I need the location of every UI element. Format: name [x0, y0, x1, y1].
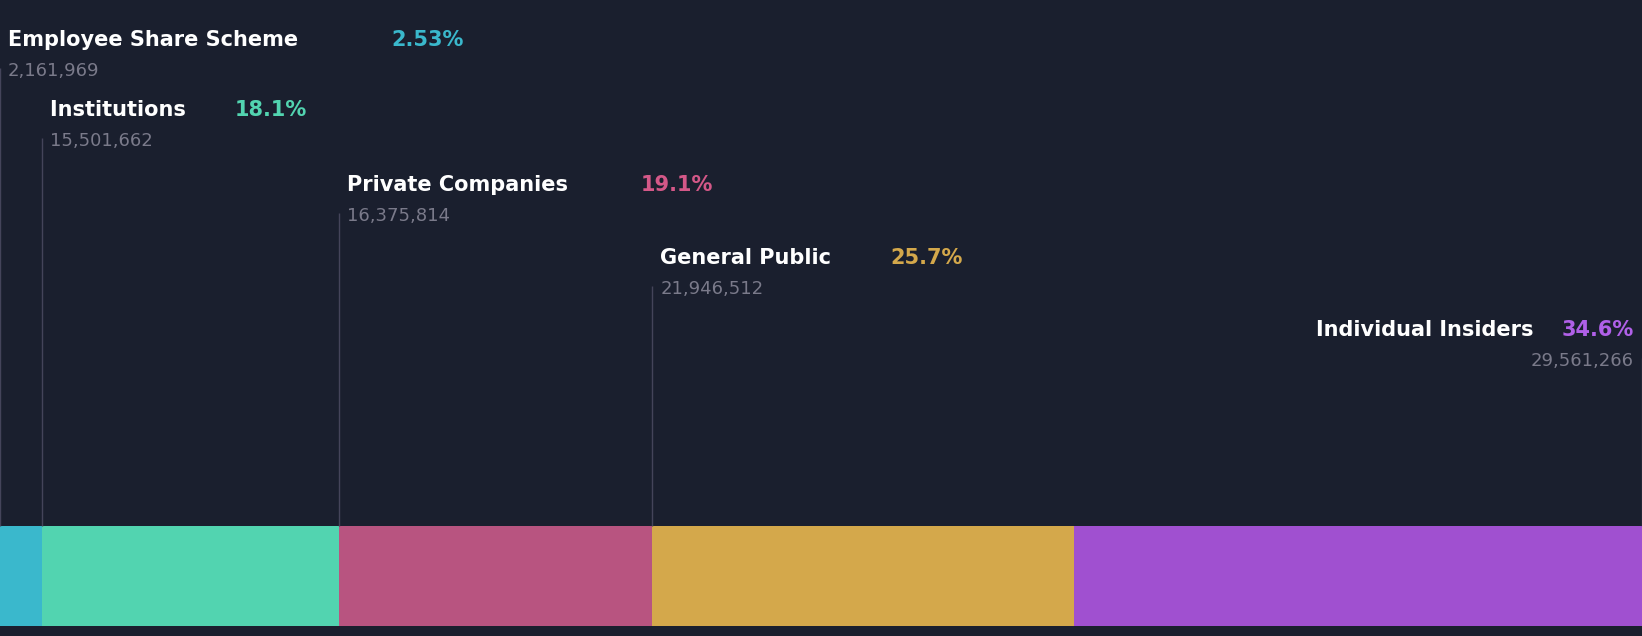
Text: General Public: General Public — [660, 248, 839, 268]
Text: Private Companies: Private Companies — [346, 175, 575, 195]
Text: 15,501,662: 15,501,662 — [49, 132, 153, 150]
Bar — [41, 526, 338, 626]
Bar — [1074, 526, 1642, 626]
Text: 34.6%: 34.6% — [1562, 320, 1634, 340]
Text: 25.7%: 25.7% — [890, 248, 962, 268]
Text: 16,375,814: 16,375,814 — [346, 207, 450, 225]
Text: 21,946,512: 21,946,512 — [660, 280, 764, 298]
Bar — [0, 526, 41, 626]
Bar — [338, 526, 652, 626]
Bar — [652, 526, 1074, 626]
Text: 29,561,266: 29,561,266 — [1530, 352, 1634, 370]
Text: 2,161,969: 2,161,969 — [8, 62, 100, 80]
Text: Institutions: Institutions — [49, 100, 192, 120]
Text: Individual Insiders: Individual Insiders — [1315, 320, 1540, 340]
Text: 2.53%: 2.53% — [392, 30, 465, 50]
Text: 18.1%: 18.1% — [235, 100, 307, 120]
Text: Employee Share Scheme: Employee Share Scheme — [8, 30, 305, 50]
Text: 19.1%: 19.1% — [640, 175, 714, 195]
